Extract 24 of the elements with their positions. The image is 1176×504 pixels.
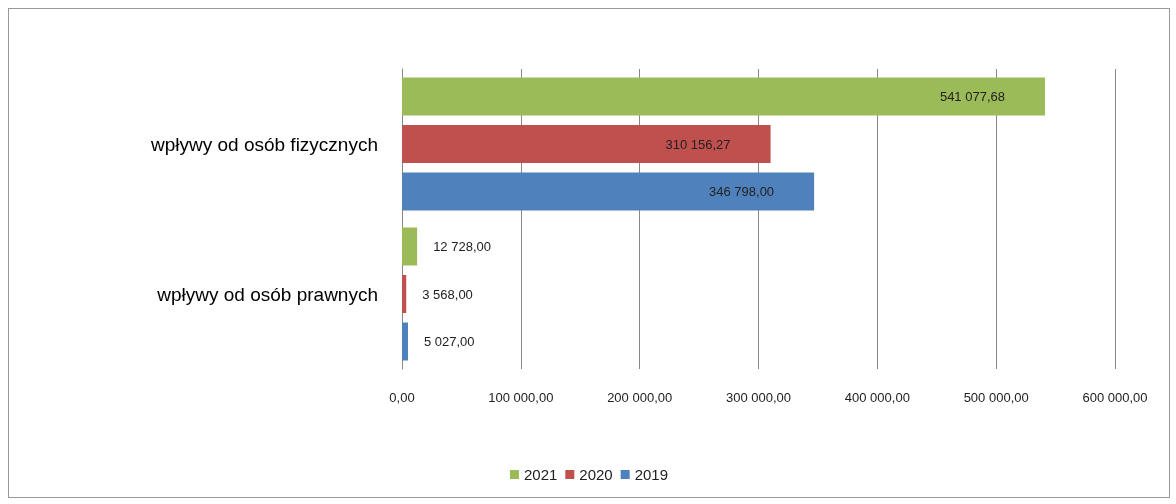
- x-tick-label: 500 000,00: [963, 390, 1029, 405]
- data-label: 3 568,00: [422, 286, 473, 302]
- bar: [402, 172, 815, 211]
- bar: [402, 77, 1045, 116]
- y-tick-label: wpływy od osób prawnych: [156, 283, 378, 305]
- bar: [402, 322, 408, 361]
- data-label: 12 728,00: [433, 239, 491, 254]
- legend-label: 2019: [634, 466, 669, 483]
- data-label: 5 027,00: [423, 334, 475, 349]
- x-tick-label: 200 000,00: [607, 390, 673, 405]
- legend-label: 2020: [579, 466, 613, 483]
- bar: [402, 227, 418, 266]
- x-tick-label: 0,00: [389, 390, 415, 405]
- data-label: 346 798,00: [709, 184, 775, 199]
- legend-label: 2021: [523, 466, 558, 483]
- data-label: 310 156,27: [665, 136, 731, 152]
- y-tick-label: wpływy od osób fizycznych: [149, 133, 378, 155]
- x-tick-label: 600 000,00: [1082, 390, 1148, 405]
- bar: [402, 275, 407, 313]
- x-tick-label: 300 000,00: [725, 390, 792, 405]
- bar: [402, 125, 771, 163]
- x-tick-label: 400 000,00: [844, 390, 910, 405]
- data-label: 541 077,68: [939, 89, 1005, 104]
- x-tick-label: 100 000,00: [488, 390, 554, 405]
